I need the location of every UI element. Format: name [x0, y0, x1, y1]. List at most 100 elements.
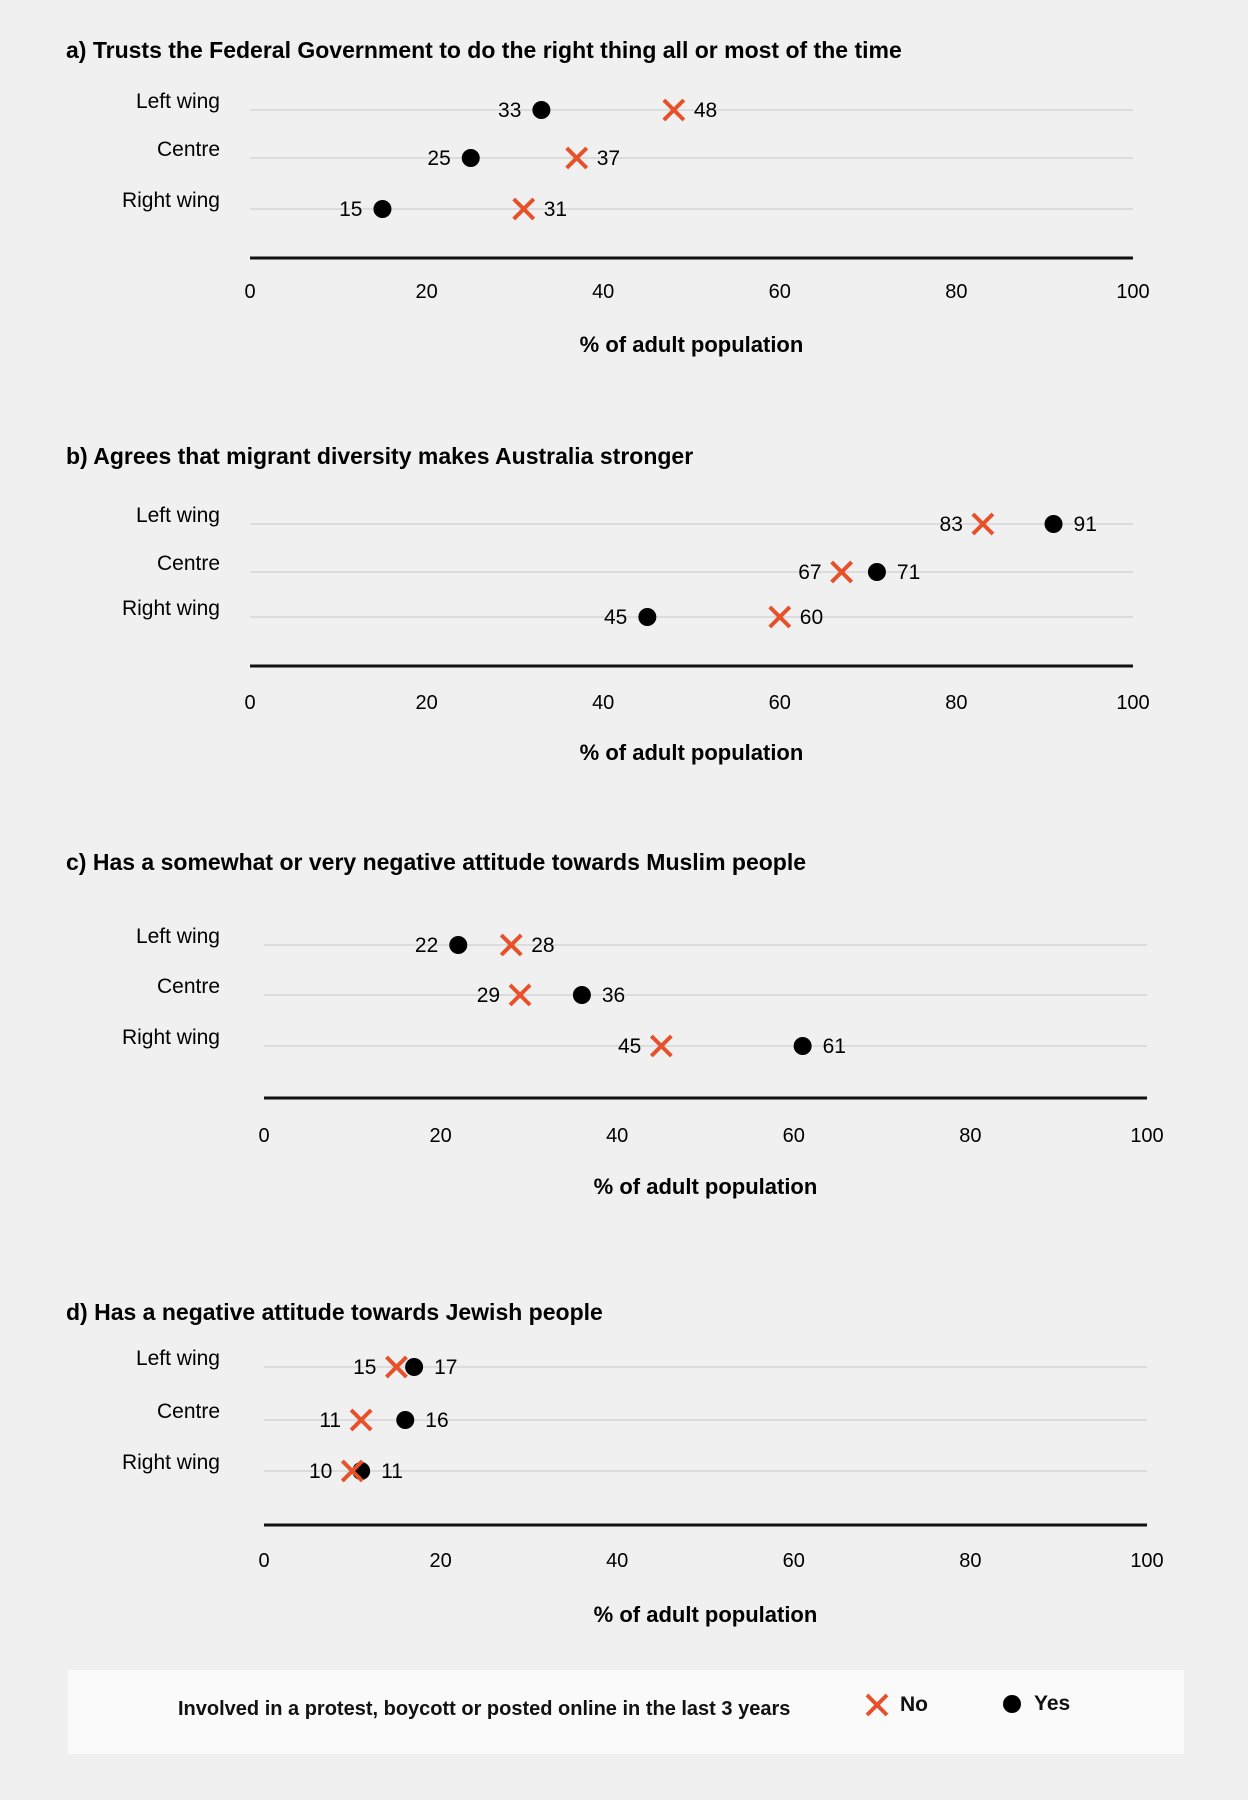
- tick-label: 40: [606, 1550, 628, 1572]
- data-label: 71: [897, 561, 920, 584]
- data-label: 25: [427, 147, 450, 170]
- category-label: Centre: [157, 1400, 220, 1423]
- cross-icon: [865, 1693, 889, 1717]
- yes-point: [638, 608, 657, 626]
- yes-point: [793, 1037, 812, 1055]
- tick-label: 60: [783, 1550, 805, 1572]
- chart-title: c) Has a somewhat or very negative attit…: [66, 849, 806, 875]
- data-label: 91: [1074, 513, 1097, 536]
- data-label: 16: [425, 1409, 448, 1432]
- category-label: Right wing: [122, 189, 220, 212]
- data-label: 22: [415, 934, 438, 957]
- chart-title: b) Agrees that migrant diversity makes A…: [66, 443, 693, 469]
- no-point: [499, 933, 523, 957]
- legend-item-yes: Yes: [1000, 1692, 1070, 1716]
- category-label: Centre: [157, 138, 220, 161]
- tick-label: 60: [769, 692, 791, 714]
- no-point-stroke: [512, 197, 536, 221]
- legend-item-no: No: [864, 1692, 928, 1718]
- tick-label: 20: [429, 1125, 451, 1147]
- no-point-stroke: [971, 512, 995, 536]
- tick-label: 0: [258, 1550, 269, 1572]
- no-point: [349, 1408, 373, 1432]
- yes-point: [449, 936, 468, 954]
- data-label: 61: [823, 1035, 846, 1058]
- no-point: [768, 605, 792, 629]
- yes-point: [867, 563, 886, 581]
- yes-point: [532, 101, 551, 119]
- data-label: 15: [339, 198, 362, 221]
- data-label: 11: [381, 1460, 403, 1483]
- no-point: [565, 146, 589, 170]
- yes-point: [396, 1411, 415, 1429]
- no-point-stroke: [565, 146, 589, 170]
- tick-label: 80: [945, 692, 967, 714]
- data-label: 36: [602, 984, 625, 1007]
- chart-panel: b) Agrees that migrant diversity makes A…: [66, 443, 1150, 765]
- no-point: [830, 560, 854, 584]
- legend-yes-label: Yes: [1034, 1692, 1071, 1715]
- x-axis-label: % of adult population: [580, 332, 804, 357]
- x-axis-label: % of adult population: [594, 1602, 818, 1627]
- data-label: 17: [434, 1356, 457, 1379]
- data-label: 28: [531, 934, 554, 957]
- dot-icon: [1003, 1695, 1021, 1713]
- category-label: Right wing: [122, 597, 220, 620]
- tick-label: 20: [429, 1550, 451, 1572]
- data-label: 29: [477, 984, 500, 1007]
- yes-point: [1044, 515, 1063, 533]
- no-point-stroke: [508, 983, 532, 1007]
- data-label: 45: [604, 606, 627, 629]
- tick-label: 20: [415, 281, 437, 303]
- no-point: [662, 98, 686, 122]
- tick-label: 100: [1116, 281, 1149, 303]
- tick-label: 60: [783, 1125, 805, 1147]
- category-label: Left wing: [136, 90, 220, 113]
- no-point-stroke: [349, 1408, 373, 1432]
- legend: Involved in a protest, boycott or posted…: [68, 1670, 1184, 1754]
- yes-point: [373, 200, 392, 218]
- tick-label: 40: [592, 281, 614, 303]
- tick-label: 100: [1116, 692, 1149, 714]
- chart-panel: d) Has a negative attitude towards Jewis…: [66, 1299, 1164, 1627]
- tick-label: 80: [959, 1550, 981, 1572]
- tick-label: 80: [959, 1125, 981, 1147]
- tick-label: 80: [945, 281, 967, 303]
- data-label: 31: [544, 198, 567, 221]
- tick-label: 20: [415, 692, 437, 714]
- category-label: Left wing: [136, 925, 220, 948]
- charts-canvas: a) Trusts the Federal Government to do t…: [66, 37, 1164, 1627]
- data-label: 48: [694, 99, 717, 122]
- data-label: 10: [309, 1460, 332, 1483]
- no-point-stroke: [385, 1355, 408, 1379]
- tick-label: 60: [769, 281, 791, 303]
- yes-point: [461, 149, 480, 167]
- tick-label: 100: [1130, 1125, 1163, 1147]
- chart-title: a) Trusts the Federal Government to do t…: [66, 37, 902, 63]
- tick-label: 100: [1130, 1550, 1163, 1572]
- chart-panel: a) Trusts the Federal Government to do t…: [66, 37, 1150, 357]
- tick-label: 40: [592, 692, 614, 714]
- x-axis-label: % of adult population: [594, 1174, 818, 1199]
- data-label: 45: [618, 1035, 641, 1058]
- data-label: 37: [597, 147, 620, 170]
- no-point-stroke: [649, 1034, 673, 1058]
- legend-no-label: No: [900, 1693, 928, 1716]
- category-label: Left wing: [136, 1347, 220, 1370]
- no-point: [508, 983, 532, 1007]
- no-point: [512, 197, 536, 221]
- tick-label: 0: [244, 692, 255, 714]
- chart-title: d) Has a negative attitude towards Jewis…: [66, 1299, 603, 1325]
- no-point: [340, 1459, 364, 1483]
- yes-point: [405, 1358, 424, 1376]
- legend-title: Involved in a protest, boycott or posted…: [178, 1698, 791, 1720]
- category-label: Right wing: [122, 1451, 220, 1474]
- data-label: 15: [353, 1356, 376, 1379]
- no-point-stroke: [768, 605, 792, 629]
- category-label: Centre: [157, 975, 220, 998]
- no-point: [649, 1034, 673, 1058]
- category-label: Right wing: [122, 1026, 220, 1049]
- data-label: 67: [798, 561, 821, 584]
- tick-label: 40: [606, 1125, 628, 1147]
- data-label: 60: [800, 606, 823, 629]
